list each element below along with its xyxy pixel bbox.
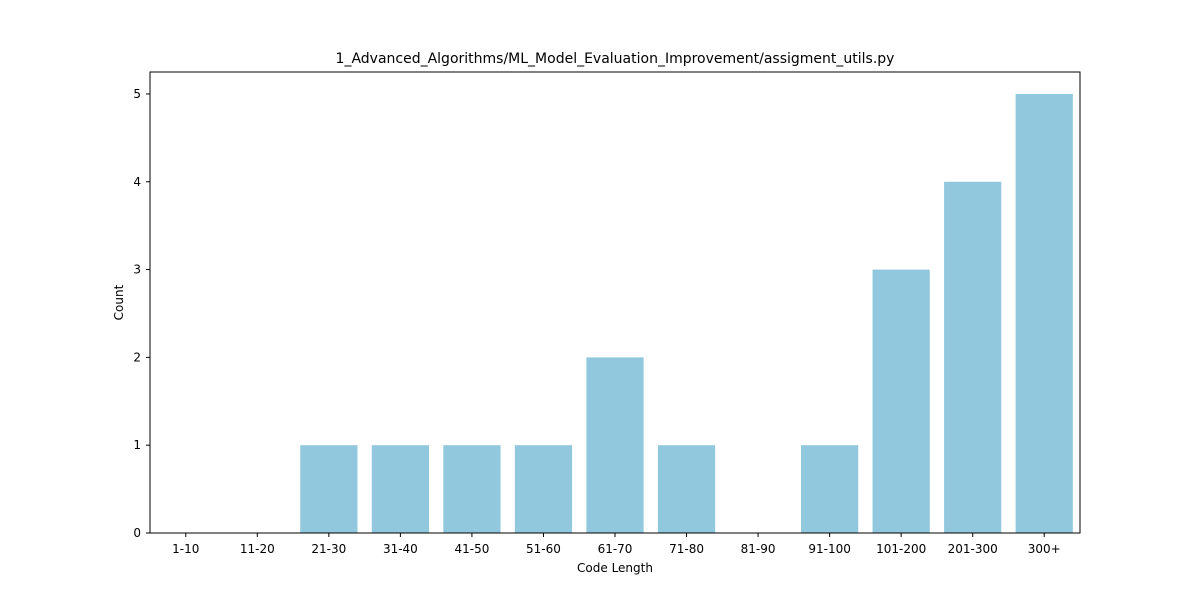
bar-101-200	[872, 269, 930, 533]
bar-51-60	[514, 445, 573, 533]
x-tick-label: 91-100	[808, 542, 851, 556]
chart-title: 1_Advanced_Algorithms/ML_Model_Evaluatio…	[336, 51, 895, 67]
x-tick-label: 61-70	[598, 542, 633, 556]
y-tick-label: 4	[133, 175, 141, 189]
y-tick-label: 5	[133, 87, 141, 101]
x-axis-label: Code Length	[577, 561, 653, 575]
x-tick-label: 21-30	[311, 542, 346, 556]
y-tick-label: 2	[133, 350, 141, 364]
bar-201-300	[944, 181, 1002, 533]
x-tick-label: 81-90	[741, 542, 776, 556]
y-axis: 0 1 2 3 4 5	[133, 87, 150, 540]
x-tick-label: 1-10	[172, 542, 199, 556]
bars	[300, 93, 1073, 533]
bar-31-40	[371, 445, 429, 533]
x-tick-label: 101-200	[876, 542, 926, 556]
x-tick-label: 71-80	[669, 542, 704, 556]
bar-41-50	[443, 445, 501, 533]
x-tick-label: 11-20	[240, 542, 275, 556]
x-tick-label: 300+	[1028, 542, 1061, 556]
y-axis-label: Count	[112, 284, 126, 320]
x-tick-label: 31-40	[383, 542, 418, 556]
bar-21-30	[300, 445, 358, 533]
x-axis: 1-10 11-20 21-30 31-40 41-50 51-60 61-70 71-80 8…	[172, 533, 1061, 556]
x-tick-label: 201-300	[948, 542, 998, 556]
y-tick-label: 0	[133, 526, 141, 540]
y-tick-label: 1	[133, 438, 141, 452]
bar-300+	[1015, 93, 1073, 533]
y-tick-label: 3	[133, 263, 141, 277]
bar-91-100	[801, 445, 859, 533]
bar-61-70	[586, 357, 644, 533]
x-tick-label: 41-50	[454, 542, 489, 556]
x-tick-label: 51-60	[526, 542, 561, 556]
bar-71-80	[657, 445, 716, 533]
